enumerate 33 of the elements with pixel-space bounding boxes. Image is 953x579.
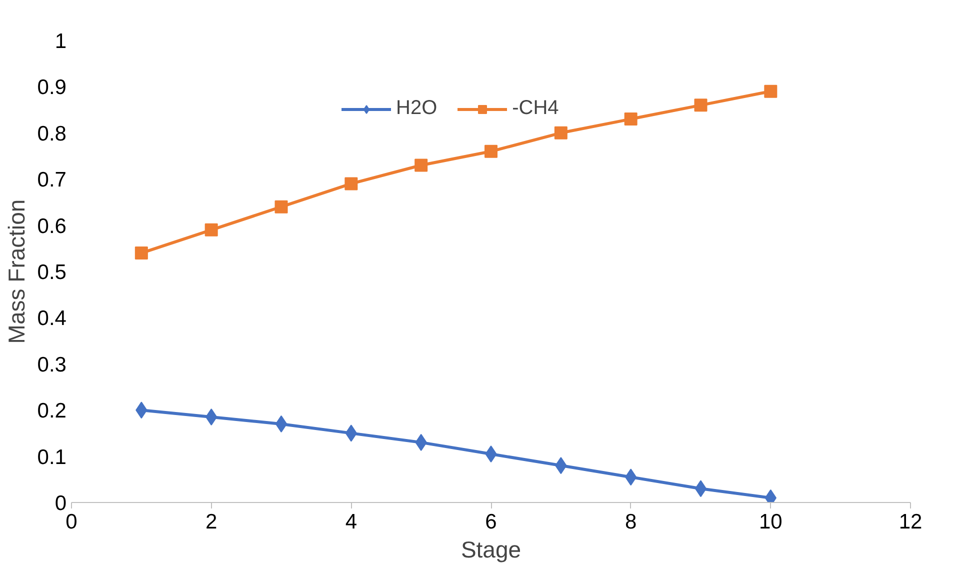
x-tick-label: 12 <box>898 510 922 534</box>
y-tick-label: 0.4 <box>37 307 67 330</box>
point <box>344 177 358 190</box>
point <box>204 223 218 236</box>
point <box>624 112 638 126</box>
y-tick-label: 0.1 <box>37 446 67 469</box>
point <box>134 246 148 260</box>
x-tick-label: 6 <box>485 510 497 534</box>
x-tick-label: 8 <box>624 510 637 534</box>
point <box>694 480 707 498</box>
point <box>275 415 288 432</box>
x-tick-label: 2 <box>205 510 218 534</box>
legend-label: H2O <box>396 97 438 120</box>
point <box>764 84 778 98</box>
y-tick-label: 0.5 <box>37 261 67 284</box>
point <box>414 158 428 172</box>
y-tick-label: 0 <box>54 492 67 515</box>
y-tick-label: 0.9 <box>37 76 67 100</box>
y-tick-label: 0.2 <box>37 400 67 423</box>
legend-label: -CH4 <box>512 97 559 120</box>
point <box>484 144 498 158</box>
y-tick-label: 0.3 <box>37 353 67 376</box>
y-tick-label: 0.7 <box>37 168 67 192</box>
y-tick-label: 0.6 <box>37 214 67 238</box>
y-tick-label: 1 <box>54 30 67 53</box>
point <box>694 98 708 112</box>
point <box>554 126 568 140</box>
y-tick-label: 0.8 <box>37 122 67 146</box>
x-axis-title: Stage <box>460 536 522 562</box>
y-axis-title: Mass Fraction <box>3 199 30 344</box>
x-tick-label: 4 <box>345 510 358 534</box>
x-tick-label: 10 <box>758 510 782 534</box>
point <box>274 200 288 214</box>
